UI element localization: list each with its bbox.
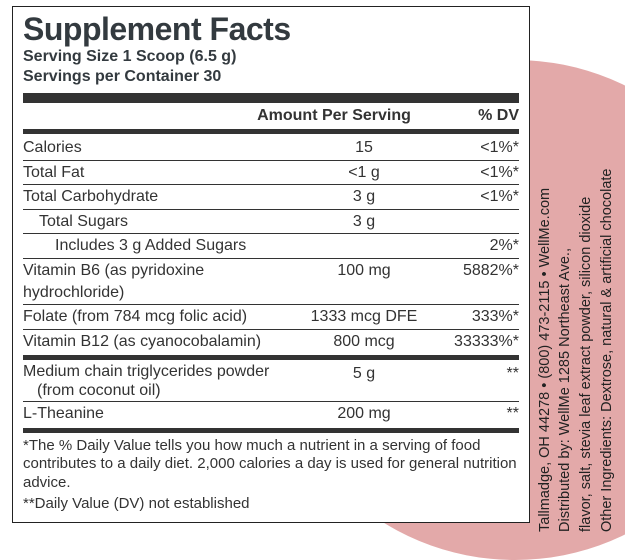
nutrient-row: L-Theanine200 mg** — [23, 402, 519, 426]
rule-med — [23, 428, 519, 433]
nutrient-dv: <1%* — [429, 137, 519, 159]
nutrient-dv: <1%* — [429, 186, 519, 208]
nutrient-dv: 5882%* — [429, 260, 519, 303]
nutrient-amount: 15 — [299, 137, 429, 159]
nutrient-row: Medium chain triglycerides powder(from c… — [23, 362, 519, 401]
nutrient-dv: 333%* — [429, 306, 519, 328]
nutrient-dv: <1%* — [429, 162, 519, 184]
nutrient-row: Total Carbohydrate3 g<1%* — [23, 185, 519, 209]
servings-per-container: Servings per Container 30 — [23, 67, 519, 87]
nutrient-rows: Calories15<1%*Total Fat<1 g<1%*Total Car… — [23, 136, 519, 433]
nutrient-name: Folate (from 784 mcg folic acid) — [23, 306, 299, 328]
header-dv: % DV — [429, 107, 519, 125]
other-ingredients-l1: Other Ingredients: Dextrose, natural & a… — [598, 12, 617, 532]
nutrient-name: L-Theanine — [23, 403, 299, 425]
nutrient-amount: 1333 mcg DFE — [299, 306, 429, 328]
panel-title: Supplement Facts — [23, 13, 519, 45]
nutrient-amount: 800 mcg — [299, 331, 429, 353]
other-ingredients-l2: flavor, salt, stevia leaf extract powder… — [577, 12, 596, 532]
table-header: Amount Per Serving % DV — [23, 105, 519, 127]
rule-med — [23, 355, 519, 360]
nutrient-row: Folate (from 784 mcg folic acid)1333 mcg… — [23, 305, 519, 329]
header-amount: Amount Per Serving — [239, 107, 429, 125]
nutrient-name: Vitamin B6 (as pyridoxine hydrochloride) — [23, 260, 299, 303]
nutrient-name: Total Fat — [23, 162, 299, 184]
side-text: Tallmadge, OH 44278 • (800) 473-2115 • W… — [545, 12, 617, 532]
nutrient-amount: 3 g — [299, 211, 429, 233]
supplement-facts-panel: Supplement Facts Serving Size 1 Scoop (6… — [12, 6, 530, 523]
serving-size: Serving Size 1 Scoop (6.5 g) — [23, 47, 519, 67]
nutrient-row: Total Sugars3 g — [23, 210, 519, 234]
nutrient-amount: <1 g — [299, 162, 429, 184]
rule-med — [23, 129, 519, 134]
nutrient-amount: 3 g — [299, 186, 429, 208]
nutrient-row: Vitamin B6 (as pyridoxine hydrochloride)… — [23, 259, 519, 304]
nutrient-row: Calories15<1%* — [23, 136, 519, 160]
footnote-not-established: **Daily Value (DV) not established — [23, 493, 519, 514]
distributed-by-l1: Distributed by: WellMe 1285 Northeast Av… — [556, 12, 575, 532]
nutrient-dv: ** — [429, 403, 519, 425]
nutrient-dv: 2%* — [429, 235, 519, 257]
nutrient-row: Includes 3 g Added Sugars 2%* — [23, 234, 519, 258]
nutrient-name: Calories — [23, 137, 299, 159]
nutrient-name: Total Carbohydrate — [23, 186, 299, 208]
footnote-dv: *The % Daily Value tells you how much a … — [23, 435, 519, 493]
nutrient-dv: ** — [429, 363, 519, 400]
nutrient-name: Includes 3 g Added Sugars — [23, 235, 299, 257]
nutrient-row: Total Fat<1 g<1%* — [23, 161, 519, 185]
nutrient-amount: 200 mg — [299, 403, 429, 425]
nutrient-name: Vitamin B12 (as cyanocobalamin) — [23, 331, 299, 353]
nutrient-amount: 100 mg — [299, 260, 429, 303]
nutrient-amount — [299, 235, 429, 257]
nutrient-dv: 33333%* — [429, 331, 519, 353]
nutrient-amount: 5 g — [299, 363, 429, 400]
nutrient-name: Total Sugars — [23, 211, 299, 233]
nutrient-name: Medium chain triglycerides powder(from c… — [23, 363, 299, 400]
nutrient-dv — [429, 211, 519, 233]
distributed-by-l2: Tallmadge, OH 44278 • (800) 473-2115 • W… — [536, 12, 555, 532]
rule-thick — [23, 93, 519, 103]
nutrient-row: Vitamin B12 (as cyanocobalamin)800 mcg33… — [23, 330, 519, 354]
